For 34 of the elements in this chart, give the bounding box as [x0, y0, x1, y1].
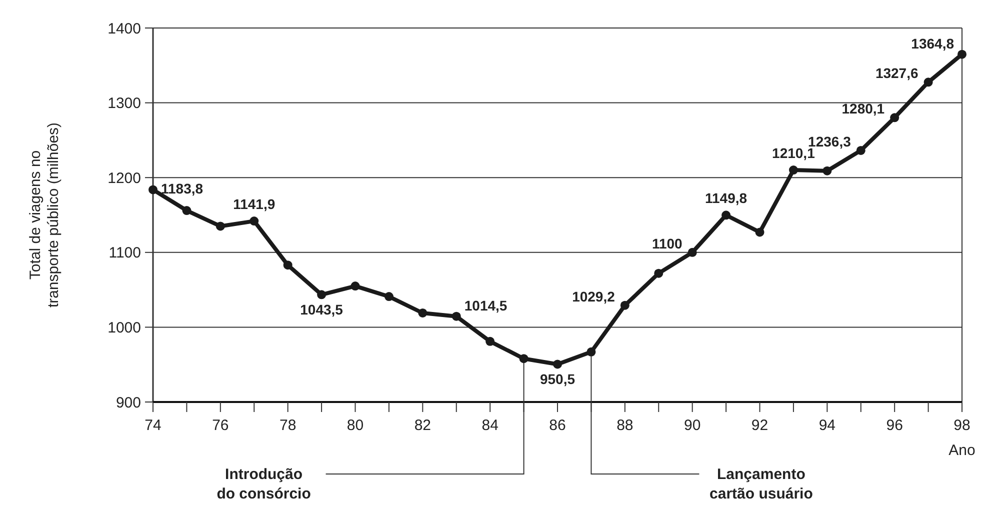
data-label: 1043,5 [300, 302, 344, 318]
x-tick-label: 96 [886, 417, 903, 434]
x-tick-label: 76 [212, 417, 229, 434]
data-label: 1183,8 [161, 180, 204, 197]
y-tick-label: 1200 [108, 170, 141, 187]
y-axis-title: Total de viagens no transporte público (milhões) [27, 122, 62, 308]
data-label: 1149,8 [705, 190, 748, 206]
data-label: 1029,2 [572, 288, 616, 304]
data-label: 1141,9 [233, 196, 276, 212]
data-label: 1327,6 [875, 65, 918, 82]
x-tick-label: 86 [549, 417, 566, 434]
ref-line-label: Lançamento cartão usuário [710, 466, 813, 502]
y-tick-label: 1300 [108, 95, 141, 112]
x-tick-label: 94 [818, 417, 836, 434]
data-label: 1014,5 [464, 297, 508, 314]
data-label: 1364,8 [911, 35, 954, 52]
x-tick-label: 82 [414, 417, 432, 434]
y-tick-label: 900 [116, 394, 141, 412]
data-label: 1100 [652, 235, 683, 252]
x-tick-label: 78 [279, 417, 296, 434]
x-tick-label: 88 [616, 417, 634, 434]
x-tick-label: 74 [144, 417, 162, 434]
x-tick-label: 90 [684, 417, 701, 434]
ref-line-label: Introdução do consórcio [216, 466, 311, 502]
data-label: 1280,1 [842, 100, 885, 117]
y-tick-label: 1100 [108, 244, 141, 262]
x-tick-label: 98 [954, 417, 970, 434]
x-tick-label: 84 [482, 417, 498, 434]
x-tick-label: 92 [751, 417, 768, 434]
x-tick-label: 80 [346, 417, 364, 434]
x-axis-title: Ano [948, 442, 976, 459]
y-tick-label: 1000 [108, 319, 141, 336]
y-tick-label: 1400 [108, 20, 141, 38]
data-label: 950,5 [540, 371, 576, 388]
